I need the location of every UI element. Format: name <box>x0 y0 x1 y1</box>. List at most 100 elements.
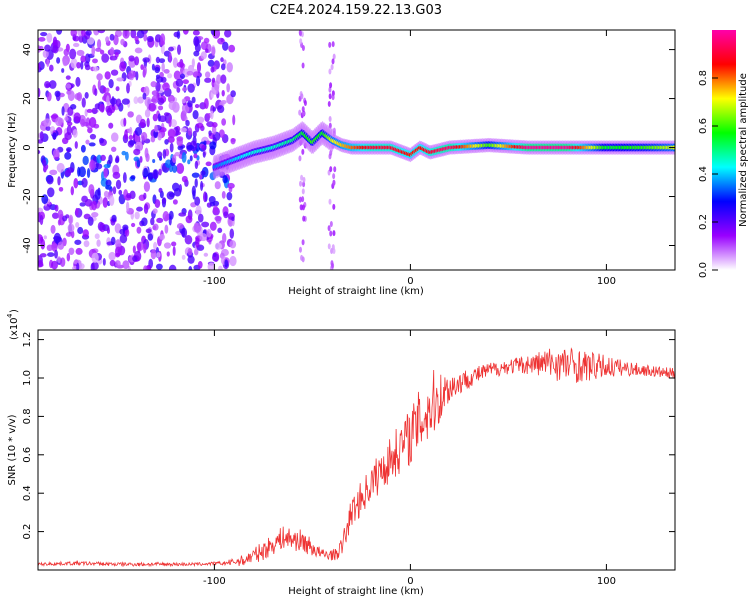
spectrogram-cell <box>231 249 235 254</box>
spectrogram-cell <box>181 98 187 104</box>
spectrogram-cell <box>123 117 127 127</box>
spectrogram-cell <box>196 116 205 124</box>
spectrogram-x-ticks: -100 0 100 <box>203 30 616 287</box>
spectrogram-cell <box>41 194 49 205</box>
spectrogram-cell <box>301 204 305 211</box>
spectrogram-cell <box>171 241 177 247</box>
snr-exponent-power: 4 <box>6 313 14 318</box>
spectrogram-cell <box>38 234 44 245</box>
spectrogram-cell <box>69 48 77 60</box>
spectrogram-cell <box>75 221 80 228</box>
spectrogram-cell <box>46 175 54 185</box>
spectrogram-cell <box>105 87 110 93</box>
spectrogram-cell <box>152 223 159 231</box>
spectrogram-cell <box>182 30 189 35</box>
spectrogram-cell <box>220 74 227 84</box>
spectrogram-cell <box>200 180 204 192</box>
spectrogram-cell <box>301 62 305 69</box>
spectrogram-cell <box>86 168 91 179</box>
snr-frame <box>37 329 676 571</box>
spectrogram-y-label: Frequency (Hz) <box>7 112 18 188</box>
spectrogram-cell <box>94 163 103 170</box>
y-tick-label: 20 <box>22 92 33 105</box>
spectrogram-cell <box>222 41 229 51</box>
spectrogram-cell <box>67 223 75 233</box>
spectrogram-cell <box>187 255 195 264</box>
spectrogram-cell <box>187 83 195 93</box>
spectrogram-cell <box>192 130 197 138</box>
x-tick-label: 100 <box>597 576 616 587</box>
spectrogram-cell <box>299 180 303 187</box>
spectrogram-cell <box>185 119 190 127</box>
y-tick-label: 1.0 <box>22 370 33 386</box>
spectrogram-cell <box>51 241 58 252</box>
spectrogram-cell <box>50 224 56 234</box>
spectrogram-cell <box>194 196 201 206</box>
chart-title: C2E4.2024.159.22.13.G03 <box>270 3 442 18</box>
colorbar-tick-label: 0.8 <box>698 70 709 86</box>
spectrogram-cell <box>185 215 193 224</box>
spectrogram-cell <box>38 63 41 70</box>
spectrogram-cell <box>298 155 302 162</box>
spectrogram-cell <box>220 63 226 71</box>
y-tick-label: -20 <box>22 188 33 204</box>
spectrogram-cell <box>132 245 136 254</box>
spectrogram-cell <box>91 212 99 218</box>
spectrogram-cell <box>172 199 178 205</box>
spectrogram-cell <box>230 90 236 98</box>
spectrogram-cell <box>151 63 155 71</box>
spectrogram-cell <box>82 229 89 238</box>
spectrogram-cell <box>204 48 209 53</box>
spectrogram-cell <box>299 30 303 37</box>
spectrogram-cell <box>155 76 164 83</box>
spectrogram-cell <box>207 59 215 67</box>
spectrogram-cell <box>46 244 53 252</box>
spectrogram-cell <box>125 201 130 212</box>
spectrogram-cell <box>115 239 122 250</box>
spectrogram-cell <box>209 221 217 231</box>
spectrogram-cell <box>300 254 304 261</box>
spectrogram-cell <box>191 185 196 197</box>
spectrogram-cell <box>99 137 105 144</box>
spectrogram-cell <box>204 98 209 110</box>
spectrogram-cell <box>130 175 136 180</box>
spectrogram-cell <box>126 192 132 199</box>
spectrogram-cell <box>332 179 336 186</box>
spectrogram-cell <box>111 214 117 222</box>
spectrogram-cell <box>152 169 159 180</box>
spectrogram-cell <box>191 96 196 104</box>
spectrogram-cell <box>143 203 149 215</box>
y-tick-label: 0.4 <box>22 485 33 501</box>
spectrogram-cell <box>154 66 161 74</box>
spectrogram-cell <box>102 257 106 266</box>
spectrogram-cell <box>158 168 162 176</box>
spectrogram-cell <box>148 102 157 112</box>
spectrogram-cell <box>161 197 167 204</box>
spectrogram-cell <box>109 46 115 56</box>
snr-exponent: (x10 4 ) <box>6 309 20 340</box>
spectrogram-cell <box>143 33 148 42</box>
spectrogram-cell <box>121 150 127 156</box>
spectrogram-cell <box>217 265 223 270</box>
spectrogram-cells <box>38 30 675 270</box>
spectrogram-cell <box>91 200 97 211</box>
spectrogram-cell <box>163 69 170 74</box>
x-tick-label: 100 <box>597 276 616 287</box>
spectrogram-cell <box>180 127 187 133</box>
spectrogram-cell <box>176 223 184 230</box>
spectrogram-cell <box>222 232 227 244</box>
spectrogram-cell <box>64 151 72 160</box>
spectrogram-cell <box>160 40 165 46</box>
spectrogram-cell <box>65 232 72 237</box>
spectrogram-cell <box>115 155 120 163</box>
spectrogram-cell <box>81 97 86 108</box>
spectrogram-cell <box>130 222 136 228</box>
spectrogram-cell <box>76 92 83 102</box>
spectrogram-cell <box>227 182 235 189</box>
spectrogram-cell <box>329 82 333 89</box>
spectrogram-cell <box>114 260 121 267</box>
spectrogram-cell <box>181 87 188 92</box>
spectrogram-cell <box>211 122 218 128</box>
spectrogram-cell <box>45 125 51 132</box>
